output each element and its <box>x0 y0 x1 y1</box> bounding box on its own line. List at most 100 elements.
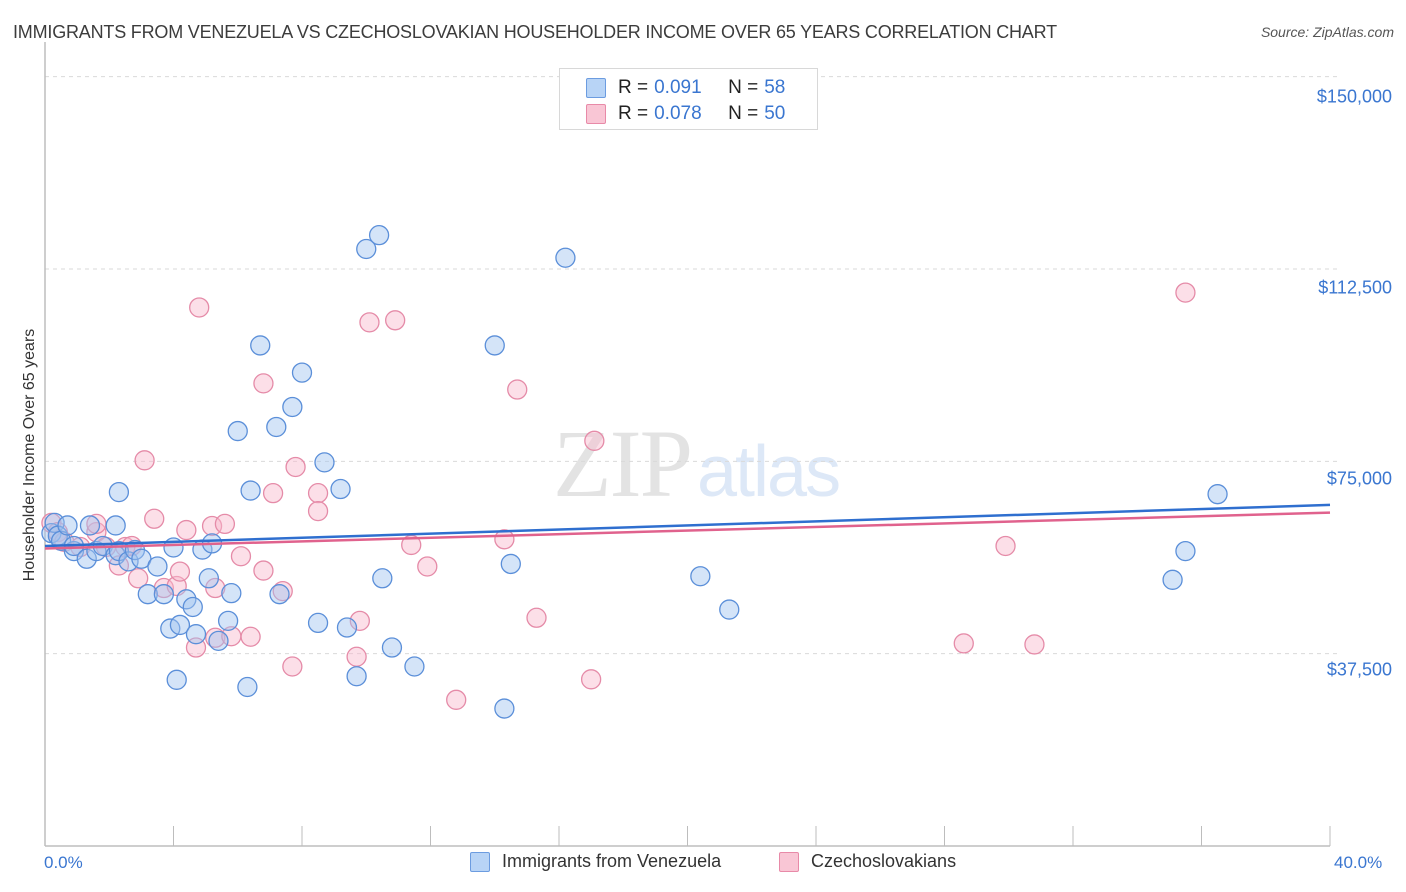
chart-title: IMMIGRANTS FROM VENEZUELA VS CZECHOSLOVA… <box>13 22 1057 42</box>
n-label: N = <box>728 103 759 124</box>
data-point <box>214 513 236 535</box>
data-point <box>291 362 313 383</box>
data-point <box>381 637 403 658</box>
data-point <box>79 515 101 536</box>
y-axis-title: Householder Income Over 65 years <box>21 328 38 582</box>
data-point <box>336 617 358 638</box>
data-point <box>147 556 168 577</box>
czechoslovakians-legend-label: Czechoslovakians <box>811 851 957 871</box>
data-point <box>253 560 274 581</box>
data-point <box>1175 282 1196 303</box>
data-point <box>118 551 139 572</box>
data-point <box>372 568 393 589</box>
data-point <box>307 612 329 634</box>
axes <box>44 42 1331 847</box>
legend-item-venezuela[interactable]: Immigrants from Venezuela <box>470 851 721 872</box>
data-point <box>105 515 126 536</box>
y-tick-37500: $37,500 <box>1326 659 1392 680</box>
data-point <box>266 416 287 438</box>
data-point <box>385 310 406 331</box>
data-point <box>169 614 191 636</box>
r-label: R = <box>618 77 649 98</box>
data-point <box>240 480 261 501</box>
data-point <box>176 519 197 541</box>
data-point <box>1024 634 1045 655</box>
venezuela-legend-swatch <box>470 851 490 872</box>
data-point <box>349 610 370 631</box>
n-value: 58 <box>764 77 786 98</box>
source-credit: Source: ZipAtlas.com <box>1260 24 1394 40</box>
x-tick-max: 40.0% <box>1334 853 1383 872</box>
data-point <box>1162 569 1183 590</box>
data-point <box>153 584 175 605</box>
data-point <box>201 515 223 537</box>
venezuela-trend-line <box>44 503 1331 548</box>
data-point <box>584 430 605 451</box>
data-point <box>719 599 740 620</box>
data-point <box>166 669 187 690</box>
series-legend: Immigrants from Venezuela Czechoslovakia… <box>0 851 1406 877</box>
n-label: N = <box>728 77 759 98</box>
data-point <box>1207 484 1228 505</box>
legend-row-czechoslovakians: R = 0.078 N = 50 <box>560 102 785 126</box>
r-label: R = <box>618 103 649 124</box>
r-value: 0.078 <box>654 103 702 124</box>
data-point <box>953 633 974 654</box>
n-value: 50 <box>764 103 786 124</box>
data-point <box>198 568 219 589</box>
x-tick-min: 0.0% <box>44 853 83 872</box>
data-point <box>446 689 467 710</box>
y-tick-75000: $75,000 <box>1326 468 1392 489</box>
czechoslovakians-legend-swatch <box>779 851 799 872</box>
data-point <box>221 583 242 604</box>
data-point <box>494 698 515 719</box>
data-point <box>995 535 1016 557</box>
data-point <box>108 481 130 503</box>
data-point <box>1175 540 1196 562</box>
data-point <box>57 515 78 536</box>
data-point <box>205 577 226 599</box>
data-point <box>250 335 271 356</box>
data-point <box>240 626 261 647</box>
data-point <box>368 225 390 246</box>
gridlines <box>45 76 1340 655</box>
data-point <box>237 676 258 698</box>
data-point <box>169 561 191 582</box>
correlation-legend: R = 0.091 N = 58 R = 0.078 N = 50 <box>559 68 818 130</box>
data-point <box>314 452 335 473</box>
data-point <box>269 584 290 605</box>
data-point <box>500 553 521 575</box>
data-point <box>484 335 505 356</box>
y-tick-150000: $150,000 <box>1316 86 1392 107</box>
data-point <box>346 646 367 667</box>
data-point <box>555 247 576 268</box>
data-point <box>217 610 239 631</box>
data-point <box>137 584 158 605</box>
data-point <box>253 373 274 394</box>
venezuela-swatch <box>586 78 606 98</box>
czechoslovakians-trend-line <box>44 511 1331 550</box>
venezuela-points <box>41 225 1228 719</box>
data-point <box>230 546 252 567</box>
legend-item-czechoslovakians[interactable]: Czechoslovakians <box>779 851 956 872</box>
data-point <box>356 238 377 260</box>
data-point <box>690 566 711 587</box>
venezuela-legend-label: Immigrants from Venezuela <box>502 851 722 871</box>
legend-row-venezuela: R = 0.091 N = 58 <box>560 76 785 100</box>
data-point <box>417 556 438 577</box>
data-point <box>185 624 207 645</box>
data-point <box>404 656 425 677</box>
trend-lines <box>44 503 1331 550</box>
y-tick-112500: $112,500 <box>1318 277 1392 298</box>
data-point <box>182 596 203 618</box>
data-point <box>580 669 602 690</box>
data-point <box>285 456 306 478</box>
data-point <box>208 630 229 651</box>
data-point <box>307 500 329 522</box>
data-point <box>282 396 303 418</box>
data-point <box>44 512 65 534</box>
data-point <box>134 450 155 471</box>
data-point <box>262 482 284 504</box>
data-point <box>272 580 293 602</box>
